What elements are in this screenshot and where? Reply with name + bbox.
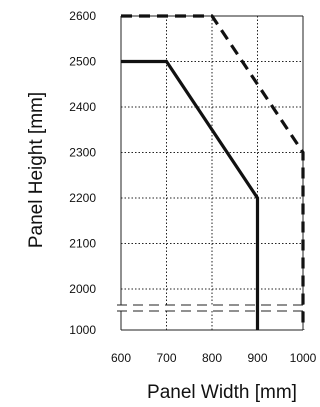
series-line-dashed <box>121 14 305 330</box>
x-tick-label: 800 <box>202 351 222 365</box>
x-tick-labels: 600 700 800 900 1000 <box>111 351 317 365</box>
y-tick-label: 2300 <box>69 146 96 160</box>
x-tick-label: 1000 <box>290 351 317 365</box>
series-lines <box>121 14 305 330</box>
y-tick-label: 2600 <box>69 9 96 23</box>
y-tick-label: 2500 <box>69 55 96 69</box>
y-tick-label: 2200 <box>69 191 96 205</box>
y-tick-label: 2400 <box>69 100 96 114</box>
x-tick-label: 700 <box>156 351 176 365</box>
x-tick-label: 600 <box>111 351 131 365</box>
y-tick-label: 2000 <box>69 282 96 296</box>
series-line-solid <box>121 59 260 330</box>
axis-break-gap <box>117 305 307 311</box>
y-tick-label: 1000 <box>69 323 96 337</box>
x-tick-label: 900 <box>247 351 267 365</box>
x-axis-title: Panel Width [mm] <box>147 382 297 403</box>
y-tick-label: 2100 <box>69 237 96 251</box>
y-tick-labels: 1000 2000 2100 2200 2300 2400 2500 2600 <box>69 9 96 337</box>
y-axis-title: Panel Height [mm] <box>26 92 47 248</box>
